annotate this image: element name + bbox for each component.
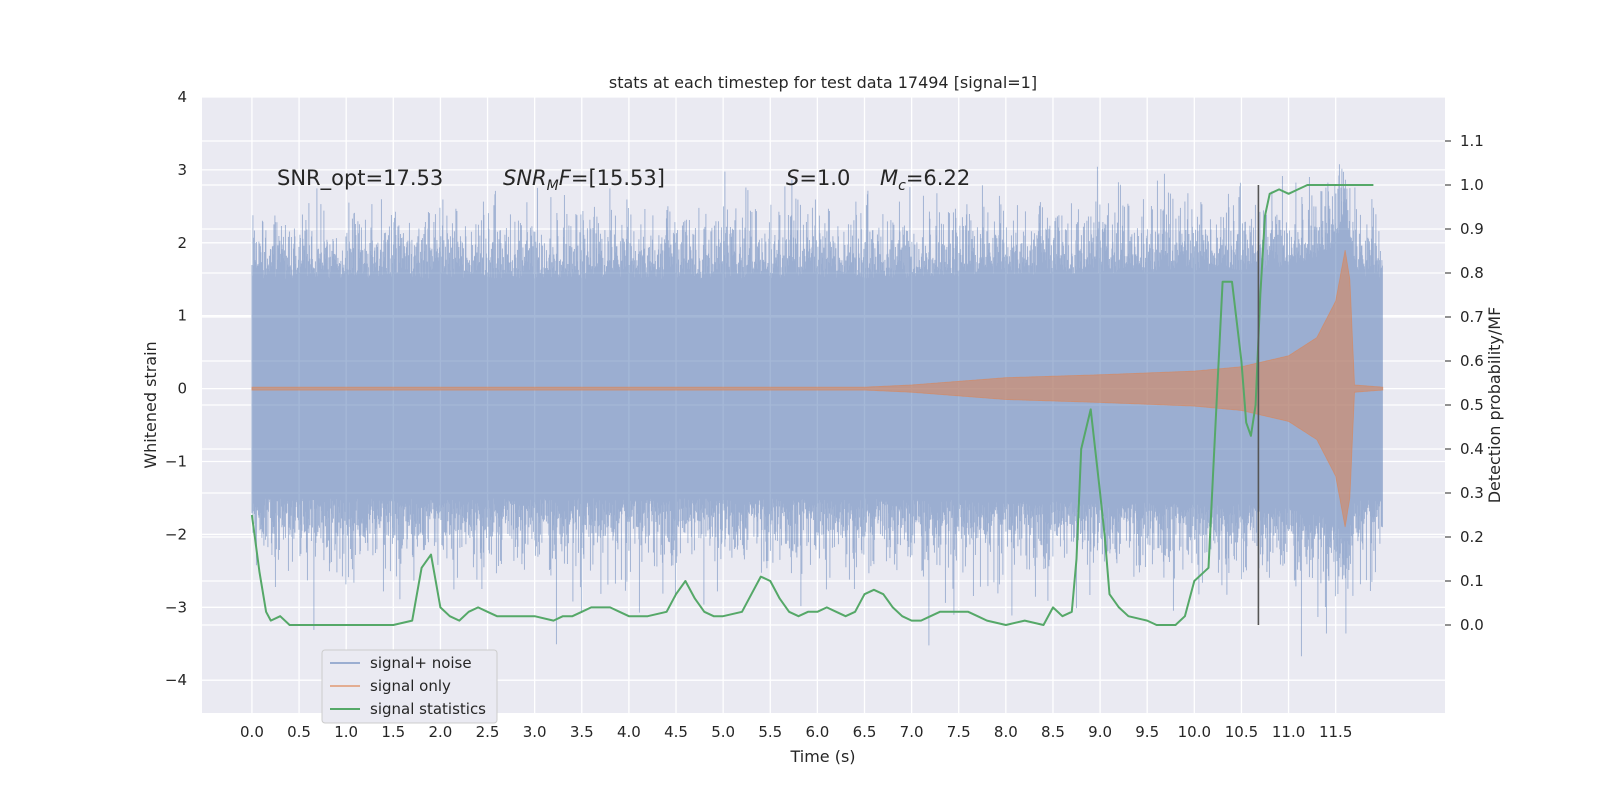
y-right-tick-label: 0.9: [1460, 220, 1484, 238]
annotation-snr-opt: SNR_opt=17.53: [277, 166, 443, 191]
x-tick-label: 10.0: [1178, 723, 1211, 741]
x-tick-label: 1.0: [334, 723, 358, 741]
y-left-tick-label: 0: [177, 380, 187, 398]
right-y-axis-label: Detection probability/MF: [1485, 307, 1504, 504]
x-tick-label: 0.0: [240, 723, 264, 741]
legend-label-signal-only: signal only: [370, 677, 451, 695]
x-axis-label: Time (s): [789, 747, 855, 766]
x-tick-label: 11.5: [1319, 723, 1352, 741]
x-tick-label: 0.5: [287, 723, 311, 741]
y-right-tick-label: 1.1: [1460, 132, 1484, 150]
y-right-tick-label: 0.2: [1460, 528, 1484, 546]
annotation-s: S=1.0: [786, 166, 850, 190]
legend: signal+ noise signal only signal statist…: [322, 650, 497, 723]
x-tick-label: 10.5: [1225, 723, 1258, 741]
y-left-tick-label: −2: [165, 525, 187, 543]
y-left-tick-label: −3: [165, 598, 187, 616]
left-y-axis-label: Whitened strain: [141, 341, 160, 468]
x-tick-label: 1.5: [381, 723, 405, 741]
x-axis-ticks: 0.0 0.5 1.0 1.5 2.0 2.5 3.0 3.5 4.0 4.5 5.0 5.5 6.0 6…: [240, 723, 1352, 741]
x-tick-label: 4.0: [617, 723, 641, 741]
x-tick-label: 3.5: [570, 723, 594, 741]
x-tick-label: 5.5: [758, 723, 782, 741]
x-tick-label: 7.0: [900, 723, 924, 741]
legend-label-signal-noise: signal+ noise: [370, 654, 472, 672]
x-tick-label: 7.5: [947, 723, 971, 741]
x-tick-label: 3.0: [523, 723, 547, 741]
y-left-tick-label: 2: [177, 234, 187, 252]
x-tick-label: 8.5: [1041, 723, 1065, 741]
right-y-axis-ticks: 1.1 1.0 0.9 0.8 0.7 0.6 0.5 0.4 0.3 0.2 0.1 0.0: [1445, 132, 1484, 634]
chart-title: stats at each timestep for test data 174…: [609, 73, 1037, 92]
y-left-tick-label: 1: [177, 307, 187, 325]
x-tick-label: 2.5: [476, 723, 500, 741]
x-tick-label: 9.0: [1088, 723, 1112, 741]
x-tick-label: 6.0: [805, 723, 829, 741]
legend-label-signal-statistics: signal statistics: [370, 700, 486, 718]
y-left-tick-label: 4: [177, 88, 187, 106]
x-tick-label: 5.0: [711, 723, 735, 741]
y-right-tick-label: 0.7: [1460, 308, 1484, 326]
x-tick-label: 4.5: [664, 723, 688, 741]
y-left-tick-label: −1: [165, 452, 187, 470]
y-right-tick-label: 0.3: [1460, 484, 1484, 502]
y-left-tick-label: −4: [165, 671, 187, 689]
y-right-tick-label: 0.5: [1460, 396, 1484, 414]
y-right-tick-label: 1.0: [1460, 176, 1484, 194]
x-tick-label: 9.5: [1135, 723, 1159, 741]
annotation-mc: Mc=6.22: [880, 166, 970, 194]
y-right-tick-label: 0.1: [1460, 572, 1484, 590]
y-left-tick-label: 3: [177, 161, 187, 179]
y-right-tick-label: 0.0: [1460, 616, 1484, 634]
y-right-tick-label: 0.8: [1460, 264, 1484, 282]
annotation-snr-mf: SNRMF=[15.53]: [503, 166, 665, 194]
y-right-tick-label: 0.6: [1460, 352, 1484, 370]
x-tick-label: 11.0: [1272, 723, 1305, 741]
x-tick-label: 2.0: [428, 723, 452, 741]
y-right-tick-label: 0.4: [1460, 440, 1484, 458]
x-tick-label: 8.0: [994, 723, 1018, 741]
left-y-axis-ticks: 4 3 2 1 0 −1 −2 −3 −4: [165, 88, 187, 689]
x-tick-label: 6.5: [853, 723, 877, 741]
